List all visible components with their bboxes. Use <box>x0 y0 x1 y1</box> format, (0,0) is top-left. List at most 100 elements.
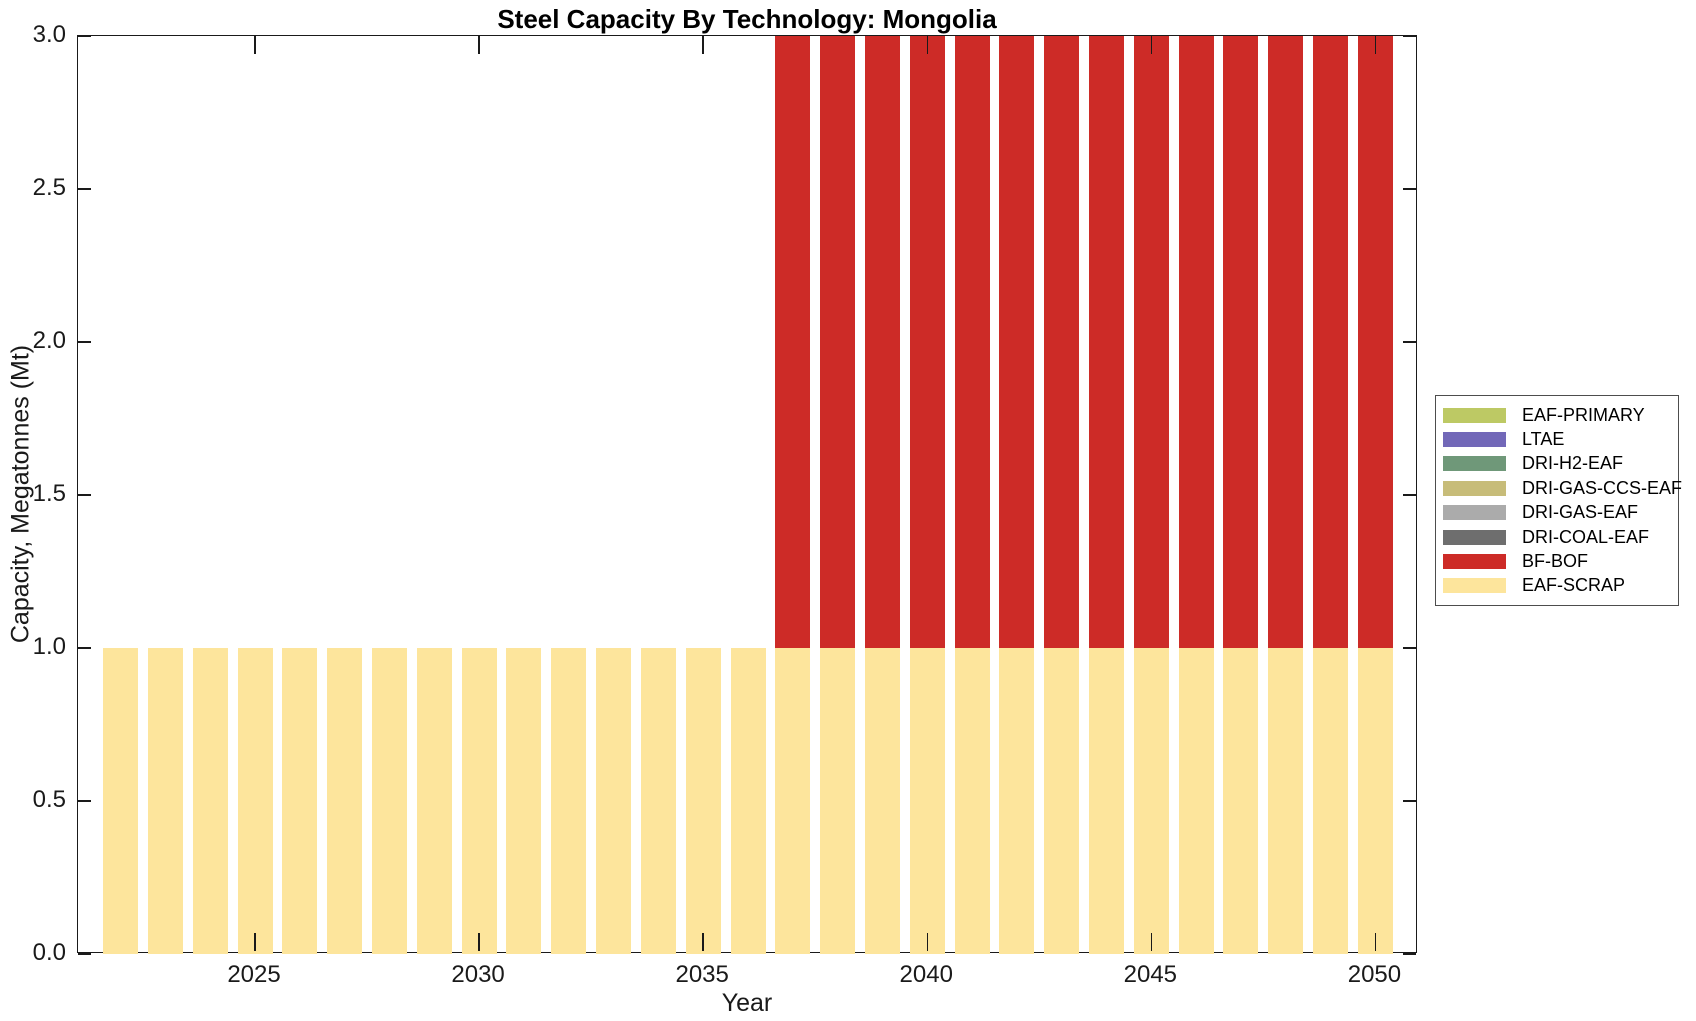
y-tick-label: 1.0 <box>32 633 66 660</box>
y-tick <box>78 35 91 37</box>
y-tick <box>1403 341 1416 343</box>
bar-segment <box>1223 648 1259 954</box>
y-tick <box>1403 647 1416 649</box>
legend-item: DRI-COAL-EAF <box>1443 525 1672 549</box>
y-tick-label: 2.5 <box>32 174 66 201</box>
bar-segment <box>999 648 1035 954</box>
x-tick-label: 2030 <box>451 961 505 988</box>
y-tick-label: 1.5 <box>32 480 66 507</box>
x-tick <box>254 36 256 54</box>
legend-item: DRI-GAS-CCS-EAF <box>1443 476 1682 500</box>
y-tick <box>1403 35 1416 37</box>
bar-segment <box>864 648 900 954</box>
legend-label: EAF-SCRAP <box>1522 575 1626 596</box>
legend-item: EAF-SCRAP <box>1443 574 1672 598</box>
legend-label: LTAE <box>1522 429 1565 450</box>
legend-label: BF-BOF <box>1522 551 1588 572</box>
y-tick <box>78 953 91 955</box>
bar-segment <box>1133 36 1169 648</box>
y-tick <box>1403 494 1416 496</box>
legend-swatch <box>1443 480 1506 496</box>
legend-item: EAF-PRIMARY <box>1443 403 1672 427</box>
plot-area <box>77 35 1417 955</box>
legend-swatch <box>1443 432 1506 448</box>
bar-segment <box>1268 36 1304 648</box>
legend-label: DRI-COAL-EAF <box>1522 526 1650 547</box>
x-tick <box>1150 933 1153 951</box>
legend-swatch <box>1443 578 1506 594</box>
legend-box: EAF-PRIMARY LTAE DRI-H2-EAF DRI-GAS-CCS-EAF… <box>1435 395 1682 607</box>
bar-segment <box>103 648 139 954</box>
x-tick <box>926 36 928 54</box>
x-tick-label: 2035 <box>675 961 729 988</box>
bar-segment <box>282 648 318 954</box>
bar-segment <box>1313 648 1349 954</box>
bar-segment <box>371 648 407 954</box>
bar-segment <box>237 648 273 954</box>
legend-label: EAF-PRIMARY <box>1522 404 1645 425</box>
bar-segment <box>730 648 766 954</box>
bar-segment <box>551 648 587 954</box>
y-tick <box>1403 188 1416 190</box>
x-tick <box>702 933 704 951</box>
chart-title: Steel Capacity By Technology: Mongolia <box>497 4 997 34</box>
legend-item: DRI-H2-EAF <box>1443 452 1672 476</box>
legend-swatch <box>1443 529 1506 545</box>
bar-segment <box>999 36 1035 648</box>
legend-swatch <box>1443 407 1506 423</box>
bar-segment <box>596 648 632 954</box>
bar-segment <box>1178 648 1214 954</box>
y-tick-label: 2.0 <box>32 327 66 354</box>
x-tick <box>254 933 256 951</box>
bar-segment <box>775 36 811 648</box>
x-axis-label: Year <box>721 989 773 1017</box>
y-tick <box>78 494 91 496</box>
x-tick-label: 2040 <box>899 961 953 988</box>
bar-segment <box>1089 36 1125 648</box>
bar-segment <box>909 36 945 648</box>
bar-segment <box>327 648 363 954</box>
legend-item: LTAE <box>1443 427 1672 451</box>
bar-segment <box>775 648 811 954</box>
bar-segment <box>820 36 856 648</box>
bar-segment <box>1357 36 1393 648</box>
legend-label: DRI-GAS-EAF <box>1522 502 1639 523</box>
y-tick-label: 0.5 <box>32 786 66 813</box>
bar-segment <box>1178 36 1214 648</box>
bar-segment <box>820 648 856 954</box>
bar-segment <box>1268 648 1304 954</box>
y-tick-label: 3.0 <box>32 21 66 48</box>
bar-segment <box>909 648 945 954</box>
y-tick <box>78 800 91 802</box>
legend-swatch <box>1443 554 1506 570</box>
x-tick <box>1374 933 1377 951</box>
y-tick <box>78 647 91 649</box>
legend-item: DRI-GAS-EAF <box>1443 501 1672 525</box>
y-tick <box>78 341 91 343</box>
x-tick-label: 2050 <box>1347 961 1402 988</box>
legend-swatch <box>1443 505 1506 521</box>
y-tick <box>78 188 91 190</box>
x-tick-label: 2045 <box>1123 961 1178 988</box>
bar-segment <box>1313 36 1349 648</box>
bar-segment <box>147 648 183 954</box>
x-tick <box>926 933 928 951</box>
bar-segment <box>416 648 452 954</box>
legend-item: BF-BOF <box>1443 549 1672 573</box>
bar-segment <box>1044 648 1080 954</box>
bar-segment <box>461 648 497 954</box>
bar-segment <box>192 648 228 954</box>
bar-segment <box>954 36 990 648</box>
y-tick <box>1403 953 1416 955</box>
legend-swatch <box>1443 456 1506 472</box>
bar-segment <box>640 648 676 954</box>
bar-segment <box>1089 648 1125 954</box>
x-tick-label: 2025 <box>227 961 281 988</box>
bar-segment <box>506 648 542 954</box>
bar-segment <box>864 36 900 648</box>
y-tick-label: 0.0 <box>32 939 66 966</box>
bar-segment <box>1357 648 1393 954</box>
legend-label: DRI-GAS-CCS-EAF <box>1522 477 1683 498</box>
bar-segment <box>685 648 721 954</box>
